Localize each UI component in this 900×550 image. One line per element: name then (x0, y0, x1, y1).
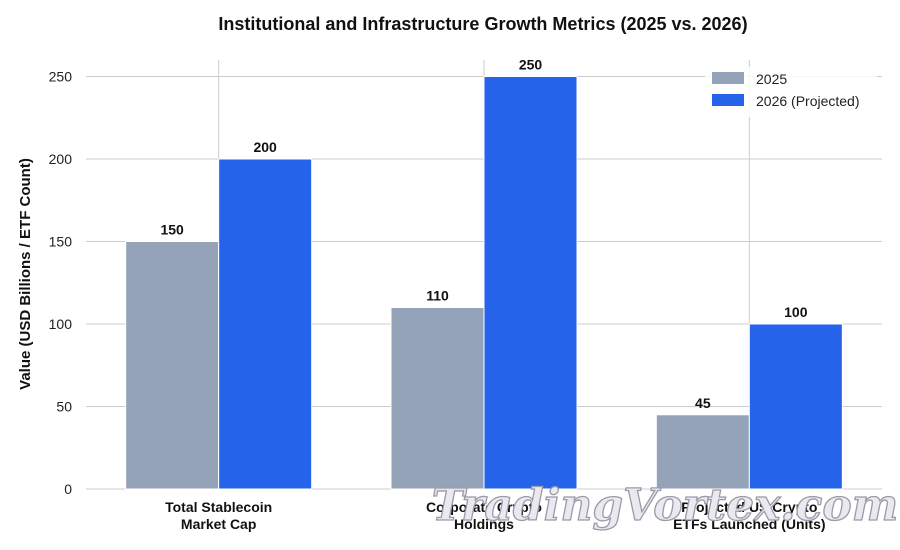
y-tick-label: 250 (49, 69, 73, 85)
bar-value-label: 200 (253, 139, 277, 155)
bar (390, 307, 485, 490)
bar-value-label: 110 (426, 288, 449, 304)
legend-swatch (712, 72, 744, 84)
y-axis-label: Value (USD Billions / ETF Count) (17, 158, 34, 390)
x-tick-label: Corporate Crypto Holdings (426, 499, 542, 532)
legend: 2025 2026 (Projected) (705, 67, 877, 117)
bar-value-label: 250 (519, 57, 543, 73)
bar-value-label: 100 (784, 304, 808, 320)
bars (125, 76, 843, 490)
bar (748, 323, 843, 490)
data-labels: 150 110 45 200 250 100 (160, 57, 807, 411)
y-tick-label: 200 (49, 151, 73, 167)
y-tick-label: 0 (64, 481, 72, 497)
bar (655, 414, 750, 490)
bar (218, 158, 313, 490)
bar-value-label: 150 (160, 222, 184, 238)
bar (483, 76, 578, 490)
x-tick-labels: Total Stablecoin Market Cap Corporate Cryp… (165, 499, 825, 532)
watermark: TradingVortex.com (432, 480, 899, 531)
legend-label: 2026 (Projected) (756, 93, 860, 109)
legend-swatch (712, 94, 744, 106)
chart-title: Institutional and Infrastructure Growth … (218, 14, 747, 34)
bar (125, 241, 220, 490)
y-tick-label: 150 (49, 234, 73, 250)
y-tick-label: 100 (49, 316, 73, 332)
y-tick-label: 50 (56, 399, 72, 415)
legend-label: 2025 (756, 71, 787, 87)
x-tick-label: Total Stablecoin Market Cap (165, 499, 272, 532)
bar-value-label: 45 (695, 395, 711, 411)
x-tick-label: Projected US Crypto ETFs Launched (Units) (673, 499, 825, 532)
